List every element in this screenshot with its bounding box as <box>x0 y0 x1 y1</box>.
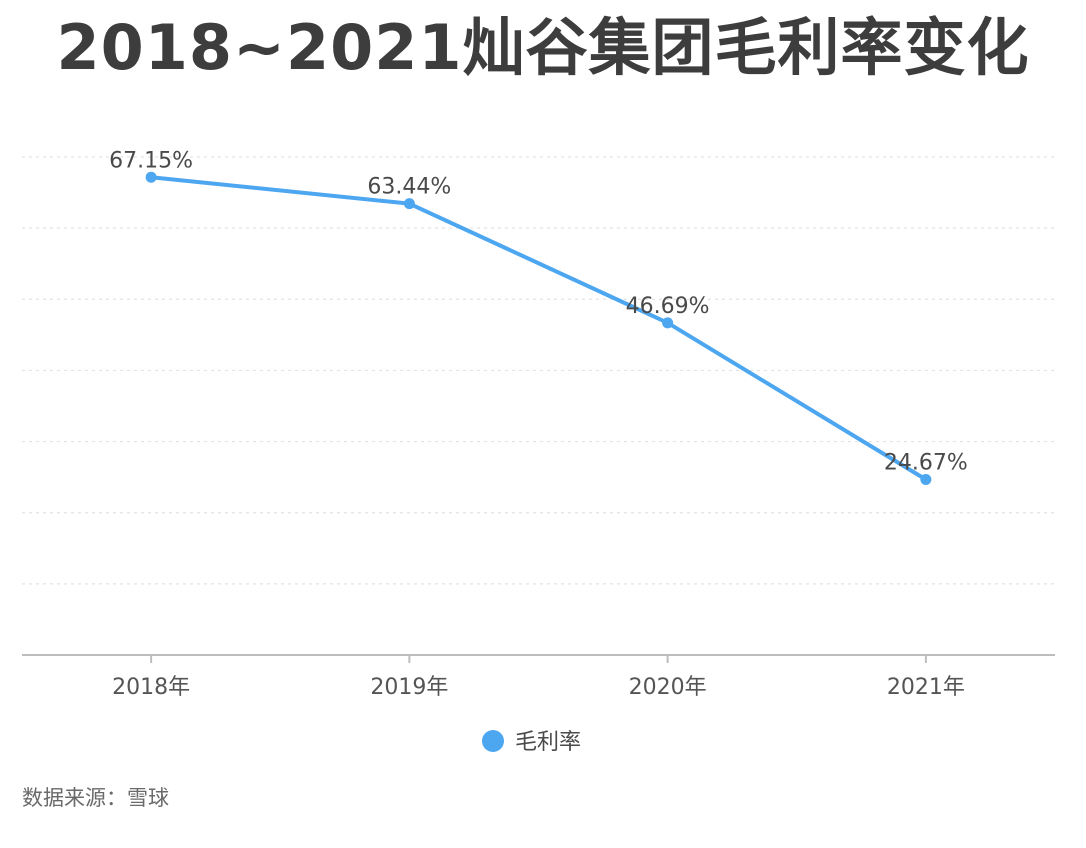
series-line <box>149 175 928 482</box>
data-point <box>145 171 157 183</box>
x-axis: 2018年 2019年 2020年 2021年 <box>22 654 1055 700</box>
x-tick-label: 2021年 <box>887 675 965 700</box>
chart-title: 2018~2021灿谷集团毛利率变化 <box>56 11 1030 84</box>
data-point <box>920 473 932 485</box>
data-label: 67.15% <box>109 148 193 173</box>
data-label: 63.44% <box>367 175 451 200</box>
x-tick-label: 2019年 <box>370 675 448 700</box>
data-label: 46.69% <box>626 294 710 319</box>
data-labels: 67.15% 63.44% 46.69% 24.67% <box>109 148 968 475</box>
x-tick-label: 2020年 <box>629 675 707 700</box>
data-label: 24.67% <box>884 450 968 475</box>
series-gross-margin <box>145 171 932 485</box>
legend-marker <box>482 730 504 752</box>
legend-label: 毛利率 <box>515 730 581 755</box>
data-source-note: 数据来源：雪球 <box>22 786 169 810</box>
data-point <box>662 317 674 329</box>
data-point <box>403 198 415 210</box>
gridlines <box>22 156 1055 585</box>
x-tick-label: 2018年 <box>112 675 190 700</box>
legend: 毛利率 <box>482 730 581 755</box>
